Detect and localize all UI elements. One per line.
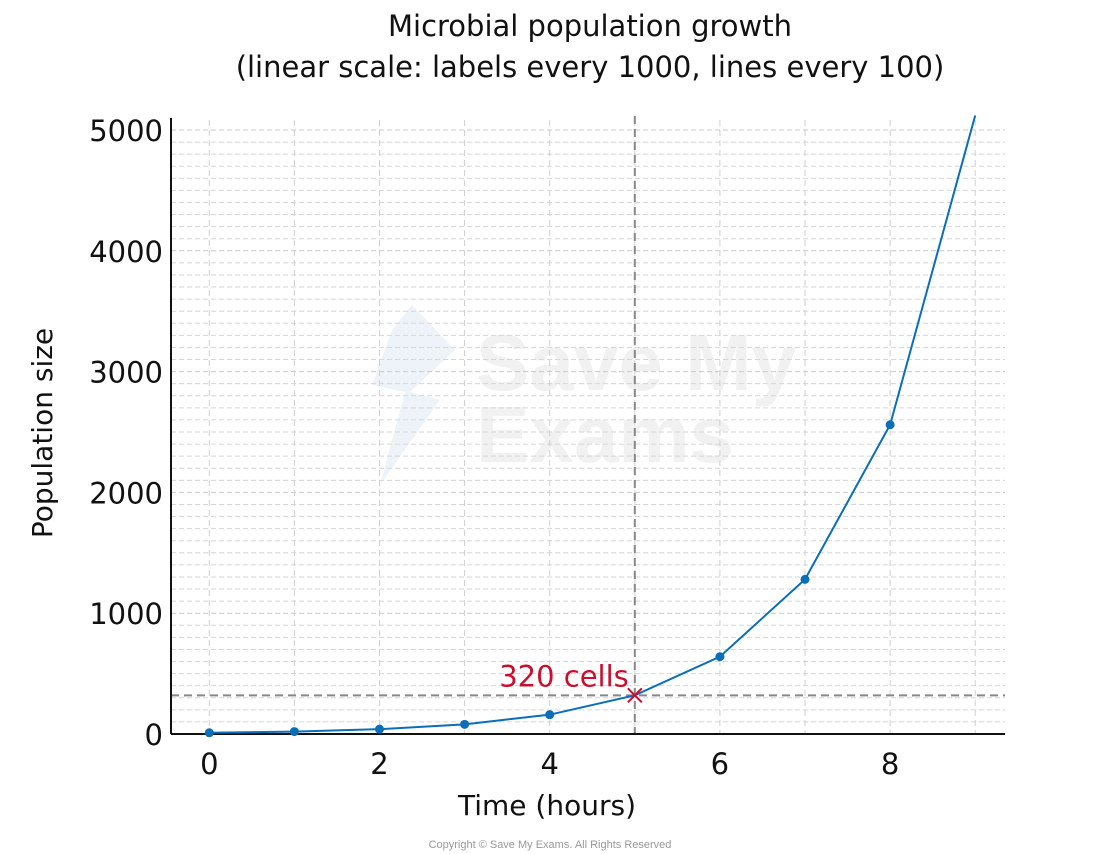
copyright-text: Copyright © Save My Exams. All Rights Re… xyxy=(429,839,672,851)
chart-subtitle: (linear scale: labels every 1000, lines … xyxy=(236,50,945,84)
watermark-text-line1: Save My xyxy=(476,318,797,407)
watermark-logo-icon xyxy=(372,305,455,485)
watermark-text-line2: Exams xyxy=(476,390,734,479)
y-tick-label: 3000 xyxy=(89,356,163,390)
annotation-group: 320 cells xyxy=(499,659,643,704)
x-tick-label: 2 xyxy=(370,747,388,781)
x-tick-label: 6 xyxy=(711,747,729,781)
x-axis-label: Time (hours) xyxy=(457,789,636,822)
watermark: Save My Exams xyxy=(372,305,797,485)
data-point xyxy=(545,710,555,720)
series xyxy=(204,115,977,738)
data-point xyxy=(289,727,299,737)
tick-labels: 0 1000 2000 3000 4000 5000 0 2 4 6 8 xyxy=(89,114,899,781)
y-axis-label: Population size xyxy=(26,328,59,538)
annotation-guides xyxy=(171,116,1005,734)
y-tick-label: 2000 xyxy=(89,476,163,510)
x-tick-label: 0 xyxy=(200,747,218,781)
data-point xyxy=(460,719,470,729)
annotation-marker xyxy=(627,687,643,704)
series-line xyxy=(209,115,977,734)
x-tick-label: 4 xyxy=(540,747,558,781)
data-point xyxy=(885,420,895,430)
axes xyxy=(170,118,1005,735)
y-tick-label: 5000 xyxy=(89,114,163,148)
grid xyxy=(171,120,1005,734)
annotation-label: 320 cells xyxy=(499,659,629,693)
data-point xyxy=(204,728,214,738)
y-tick-label: 4000 xyxy=(89,235,163,269)
data-point xyxy=(800,574,810,584)
x-tick-label: 8 xyxy=(881,747,899,781)
data-point xyxy=(375,724,384,734)
y-tick-label: 0 xyxy=(145,718,163,752)
data-point xyxy=(715,652,725,662)
chart-title: Microbial population growth xyxy=(388,9,792,43)
y-tick-label: 1000 xyxy=(89,597,163,631)
